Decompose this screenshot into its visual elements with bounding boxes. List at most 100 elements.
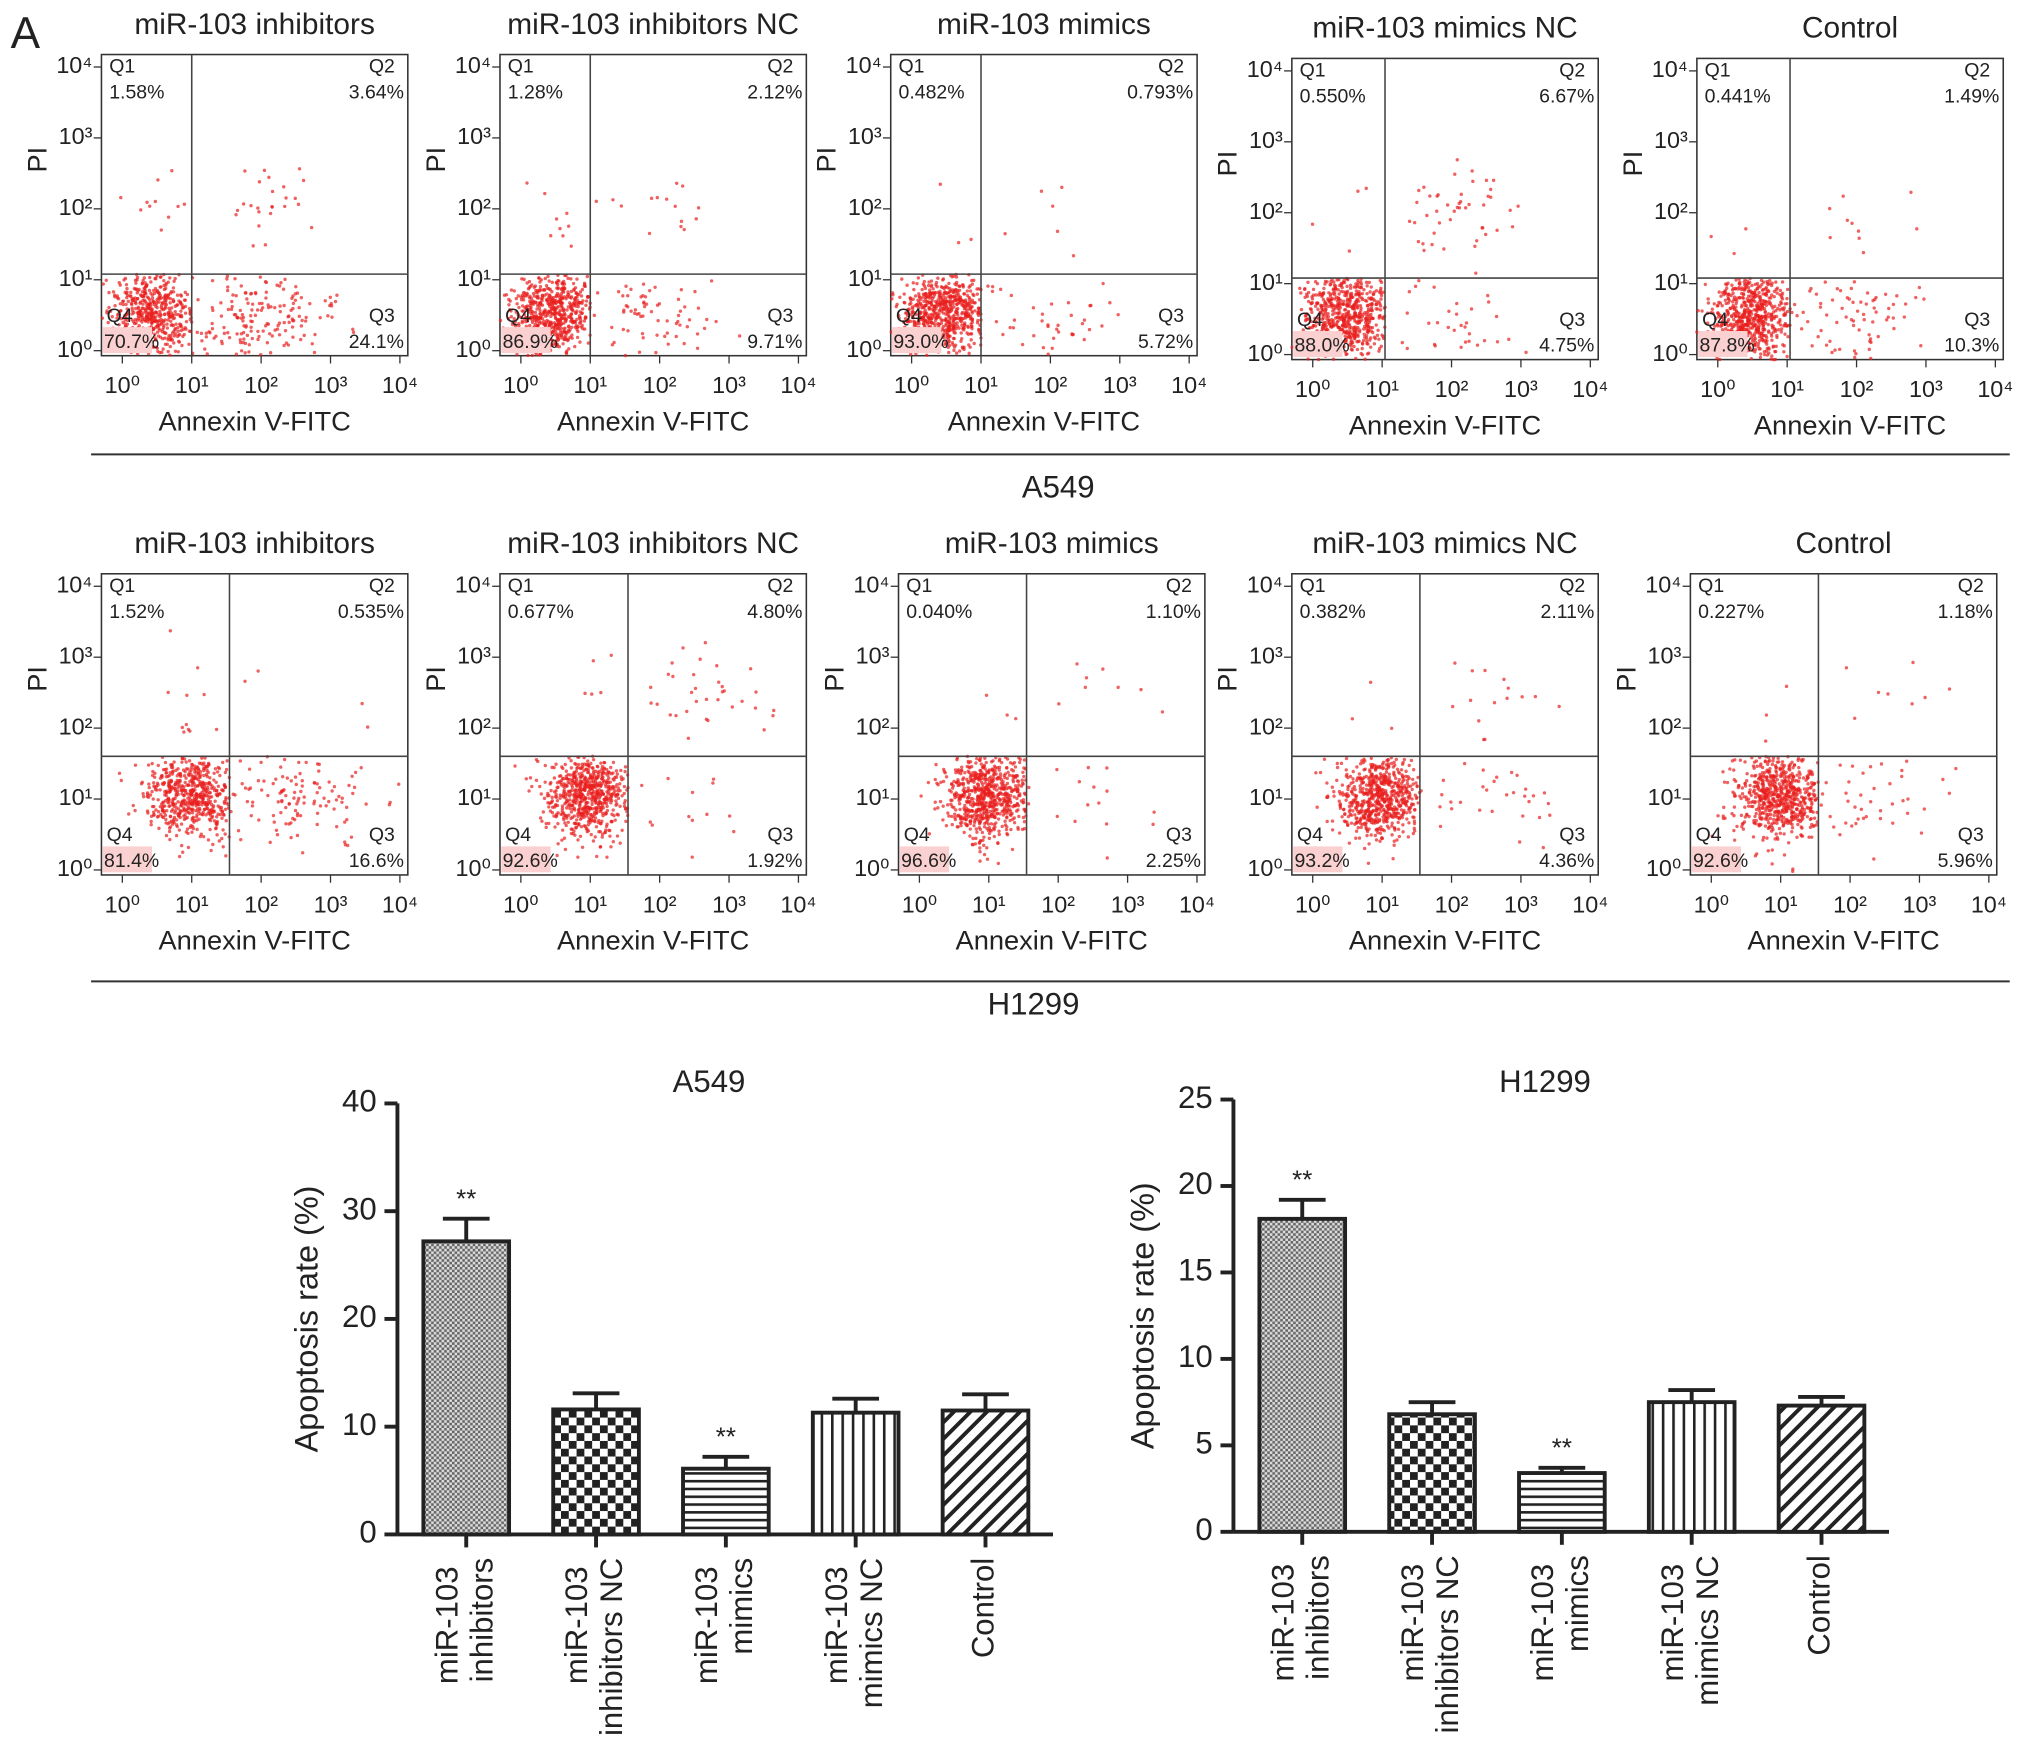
event-dot [248, 786, 253, 790]
event-dot [163, 306, 167, 311]
event-dot [575, 317, 579, 322]
event-dot [573, 299, 577, 303]
event-dot [1356, 283, 1360, 287]
event-dot [137, 316, 141, 320]
event-dot [1360, 342, 1365, 346]
event-dot [256, 329, 260, 334]
event-dot [531, 291, 536, 296]
event-dot [1009, 293, 1014, 298]
event-dot [575, 277, 579, 281]
event-dot [520, 319, 524, 323]
event-dot [957, 326, 961, 330]
event-dot [1407, 290, 1412, 294]
event-dot [619, 768, 623, 773]
event-dot [266, 305, 271, 310]
event-dot [1717, 290, 1721, 294]
event-dot [536, 296, 541, 300]
event-dot [589, 806, 593, 810]
event-dot [1732, 322, 1736, 326]
event-dot [160, 782, 165, 786]
event-dot [665, 319, 669, 323]
event-dot [1765, 353, 1770, 357]
event-dot [641, 314, 645, 318]
event-dot [326, 314, 330, 318]
event-dot [188, 798, 193, 802]
event-dot [225, 288, 230, 293]
y-tick-label: 10⁰ [1247, 340, 1282, 366]
event-dot [532, 294, 536, 298]
event-dot [1455, 301, 1459, 306]
event-dot [1825, 313, 1829, 317]
event-dot [568, 773, 573, 777]
event-dot [175, 824, 179, 829]
event-dot [1108, 301, 1112, 305]
event-dot [147, 785, 151, 790]
x-tick-label: 10³ [1504, 376, 1538, 402]
event-dot [175, 303, 179, 307]
event-dot [197, 761, 202, 765]
event-dot [142, 276, 146, 280]
event-dot [1342, 322, 1346, 327]
y-tick-label: 10³ [848, 123, 882, 149]
event-dot [188, 801, 192, 805]
event-dot [130, 312, 134, 316]
event-dot [605, 855, 609, 859]
event-dot [1774, 287, 1778, 292]
event-dot [1366, 309, 1371, 313]
event-dot [1337, 325, 1341, 330]
event-dot [1375, 333, 1380, 338]
event-dot [1367, 351, 1371, 355]
event-dot [964, 311, 969, 315]
event-dot [644, 302, 649, 306]
event-dot [201, 781, 206, 785]
event-dot [156, 810, 161, 814]
event-dot [1740, 319, 1744, 323]
event-dot [1769, 296, 1773, 300]
event-dot [579, 301, 583, 305]
event-dot [1869, 340, 1873, 345]
event-dot [201, 834, 206, 839]
event-dot [583, 691, 587, 696]
event-dot [527, 296, 532, 300]
event-dot [1491, 178, 1496, 183]
x-tick-label: 10⁰ [894, 372, 929, 398]
event-dot [1828, 339, 1832, 343]
event-dot [586, 823, 590, 827]
event-dot [557, 295, 562, 299]
event-dot [1738, 296, 1742, 300]
event-dot [649, 685, 653, 690]
x-tick-label: 10⁴ [1977, 376, 2013, 402]
event-dot [202, 793, 207, 798]
event-dot [908, 296, 913, 301]
x-tick-label: 10¹ [573, 372, 607, 398]
event-dot [1356, 189, 1360, 193]
event-dot [183, 813, 187, 817]
event-dot [205, 785, 210, 790]
event-dot [953, 282, 957, 286]
event-dot [238, 308, 243, 313]
event-dot [555, 785, 559, 790]
event-dot [557, 299, 561, 304]
event-dot [575, 818, 579, 822]
event-dot [1349, 344, 1353, 348]
event-dot [343, 840, 347, 844]
event-dot [1706, 297, 1710, 301]
event-dot [239, 349, 244, 353]
y-tick-label: 10³ [457, 123, 491, 149]
x-axis-label: Annexin V-FITC [948, 405, 1140, 436]
event-dot [1770, 354, 1774, 358]
event-dot [135, 275, 140, 280]
event-dot [222, 325, 226, 330]
event-dot [975, 321, 980, 325]
event-dot [171, 802, 175, 807]
event-dot [212, 336, 216, 340]
event-dot [951, 336, 956, 341]
event-dot [955, 311, 959, 315]
event-dot [1367, 328, 1371, 333]
event-dot [609, 845, 613, 849]
event-dot [1415, 200, 1419, 205]
event-dot [198, 834, 203, 839]
y-tick-label: 10⁴ [1247, 56, 1283, 82]
quadrant-name: Q4 [1297, 309, 1323, 331]
event-dot [1356, 278, 1360, 283]
